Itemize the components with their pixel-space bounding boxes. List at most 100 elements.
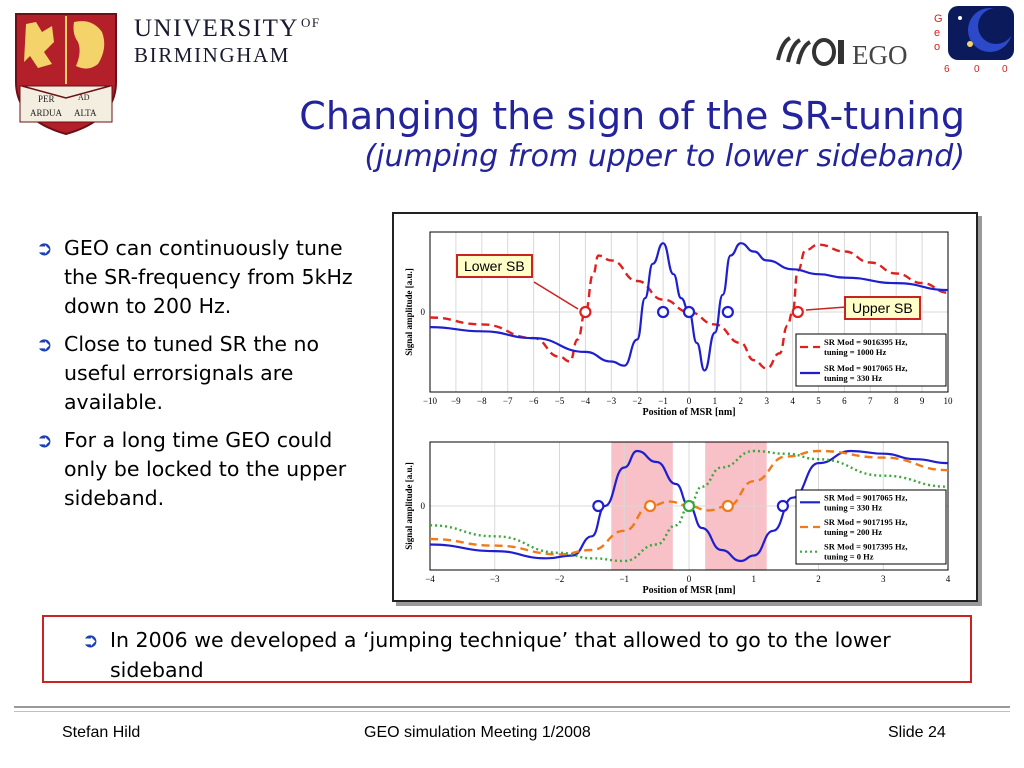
axes-frame [429,231,949,393]
legend-label: tuning = 0 Hz [824,552,874,562]
x-tick-label: −9 [451,396,461,406]
highlight-item: ➲ In 2006 we developed a ‘jumping techniq… [82,625,962,685]
legend-label: tuning = 330 Hz [824,502,882,512]
legend-label: tuning = 1000 Hz [824,347,886,357]
university-of: OF [301,15,321,30]
x-tick-label: −2 [632,396,642,406]
x-tick-label: 1 [752,574,757,584]
university-wordmark: UNIVERSITY OF BIRMINGHAM [134,16,321,66]
legend-label: SR Mod = 9017195 Hz, [824,517,907,527]
bullet-text: For a long time GEO could only be locked… [64,428,347,510]
highlight-list: ➲ In 2006 we developed a ‘jumping techniq… [82,625,962,685]
legend-label: tuning = 330 Hz [824,373,882,383]
footer-slide-number: Slide 24 [888,724,946,741]
bullet-item: ➲ GEO can continuously tune the SR-freque… [36,234,381,321]
crest-motto-alta: ALTA [74,108,97,118]
x-tick-label: 7 [868,396,873,406]
bullet-item: ➲ For a long time GEO could only be locke… [36,426,381,513]
x-tick-label: 8 [894,396,899,406]
x-tick-label: −1 [619,574,629,584]
x-tick-label: −5 [555,396,565,406]
highlight-text: In 2006 we developed a ‘jumping techniqu… [110,628,891,682]
x-tick-label: 6 [842,396,847,406]
legend-label: SR Mod = 9017065 Hz, [824,363,907,373]
callout-upper-sb: Upper SB [844,296,921,320]
legend-box [795,333,947,387]
zero-crossing-marker [592,499,605,513]
geo-letter-e: e [934,27,940,39]
callout-lower-sb: Lower SB [456,254,533,278]
university-line2: BIRMINGHAM [134,43,291,67]
university-crest-logo: PER AD ARDUA ALTA [15,13,117,136]
zero-crossing-marker [721,305,734,319]
geo-digit-1: 6 [944,64,950,75]
geo-digit-2: 0 [974,64,980,75]
zero-crossing-marker [791,305,804,319]
bullet-item: ➲ Close to tuned SR the no useful errorsi… [36,330,381,417]
zero-crossing-marker [644,499,657,513]
series-line [429,243,949,370]
geo-letter-o: o [934,41,940,53]
legend-label: SR Mod = 9017065 Hz, [824,492,907,502]
footer-divider [14,706,1010,708]
x-tick-label: 4 [790,396,795,406]
footer-meeting: GEO simulation Meeting 1/2008 [364,724,591,741]
axes-frame [429,441,949,571]
geo600-logo: G e o 6 0 0 [934,6,1014,75]
circled-arrow-icon: ➲ [36,428,53,452]
x-tick-label: −3 [607,396,617,406]
chart-figure: −10 −9 −8 −7 −6 −5 −4 −3 −2 −1 0 1 2 3 4 5 6 7 8 9 10 0 Positi… [392,212,978,602]
x-tick-label: 2 [816,574,821,584]
zero-crossing-marker [776,499,789,513]
crest-motto-per: PER [38,94,55,104]
x-tick-label: −4 [581,396,591,406]
y-axis-label: Signal amplitude [a.u.] [404,268,414,356]
crest-motto-ad: AD [78,93,90,102]
x-tick-label: −6 [529,396,539,406]
legend-label: tuning = 200 Hz [824,527,882,537]
footer-divider-thin [14,711,1010,712]
x-tick-label: 3 [764,396,769,406]
legend-box [795,489,947,565]
zero-crossing-marker [682,305,696,319]
y-tick-label: 0 [421,307,426,317]
zero-crossing-marker [579,305,592,319]
x-tick-label: 3 [881,574,886,584]
circled-arrow-icon: ➲ [82,628,99,652]
circled-arrow-icon: ➲ [36,332,53,356]
title-line2: (jumping from upper to lower sideband) [364,139,965,174]
x-tick-label: −2 [555,574,565,584]
x-axis-label: Position of MSR [nm] [642,407,735,418]
y-tick-label: 0 [421,501,426,511]
x-tick-label: 10 [944,396,954,406]
zero-crossing-marker [657,305,670,319]
x-tick-label: 1 [713,396,718,406]
geo-letter-g: G [934,13,943,25]
series-line [429,449,949,563]
university-line1: UNIVERSITY [134,15,299,42]
crest-motto-ardua: ARDUA [30,108,63,118]
x-tick-label: −1 [658,396,668,406]
x-tick-label: 2 [739,396,744,406]
x-tick-label: −7 [503,396,513,406]
x-tick-label: −8 [477,396,487,406]
callout-pointer [805,306,847,311]
series-line [429,242,949,372]
series-line [429,449,949,563]
bullet-list: ➲ GEO can continuously tune the SR-freque… [36,234,381,522]
zero-crossing-marker [721,499,734,513]
callout-pointer [533,281,579,310]
x-tick-label: 4 [946,574,951,584]
chart-svg: −10 −9 −8 −7 −6 −5 −4 −3 −2 −1 0 1 2 3 4 5 6 7 8 9 100Positi… [404,231,954,596]
geo-digit-3: 0 [1002,64,1008,75]
legend-label: SR Mod = 9017395 Hz, [824,542,907,552]
x-tick-label: 9 [920,396,925,406]
x-tick-label: 0 [687,396,692,406]
highlight-box: ➲ In 2006 we developed a ‘jumping techniq… [42,615,972,683]
ego-text: EGO [852,40,908,70]
legend-label: SR Mod = 9016395 Hz, [824,337,907,347]
bullet-text: Close to tuned SR the no useful errorsig… [64,332,320,414]
x-tick-label: −4 [425,574,435,584]
title-line1: Changing the sign of the SR-tuning [299,94,965,138]
ego-logo: EGO [776,36,908,70]
